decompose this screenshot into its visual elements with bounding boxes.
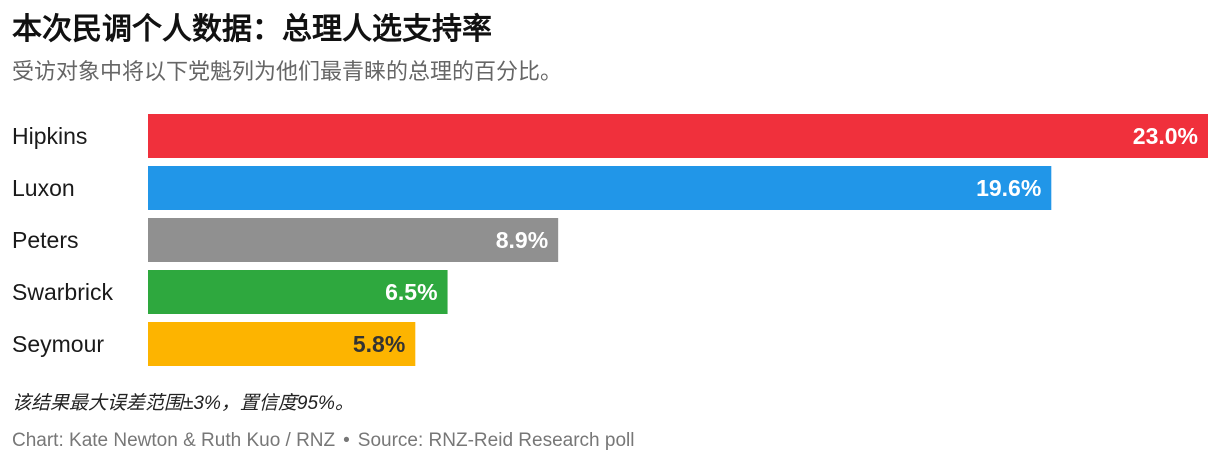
category-label-seymour: Seymour: [12, 331, 104, 357]
bar-peters: [148, 218, 559, 262]
value-label-luxon: 19.6%: [976, 175, 1041, 201]
bar-row-peters: Peters 8.9%: [12, 218, 559, 262]
value-label-seymour: 5.8%: [353, 331, 405, 357]
bar-row-swarbrick: Swarbrick 6.5%: [12, 270, 448, 314]
value-label-swarbrick: 6.5%: [385, 279, 437, 305]
bar-chart: Hipkins 23.0% Luxon 19.6% Peters 8.9% Swarbric…: [12, 114, 1208, 366]
category-label-peters: Peters: [12, 227, 78, 253]
chart-title: 本次民调个人数据：总理人选支持率: [12, 13, 492, 46]
chart-subtitle: 受访对象中将以下党魁列为他们最青睐的总理的百分比。: [12, 59, 563, 84]
bar-seymour: [148, 322, 416, 366]
value-label-peters: 8.9%: [496, 227, 548, 253]
bar-hipkins: [148, 114, 1208, 158]
credit-separator: •: [343, 430, 350, 451]
category-label-hipkins: Hipkins: [12, 123, 87, 149]
bar-luxon: [148, 166, 1052, 210]
category-label-luxon: Luxon: [12, 175, 75, 201]
bar-row-seymour: Seymour 5.8%: [12, 322, 416, 366]
chart-credit-line: Chart: Kate Newton & Ruth Kuo / RNZ • Sour…: [12, 427, 634, 455]
bar-swarbrick: [148, 270, 448, 314]
category-label-swarbrick: Swarbrick: [12, 279, 113, 305]
bar-row-luxon: Luxon 19.6%: [12, 166, 1052, 210]
margin-of-error-note: 该结果最大误差范围±3%，置信度95%。: [12, 393, 354, 414]
bar-row-hipkins: Hipkins 23.0%: [12, 114, 1208, 158]
chart-source: Source: RNZ-Reid Research poll: [357, 430, 635, 451]
value-label-hipkins: 23.0%: [1133, 123, 1198, 149]
chart-credit: Chart: Kate Newton & Ruth Kuo / RNZ: [12, 430, 336, 451]
